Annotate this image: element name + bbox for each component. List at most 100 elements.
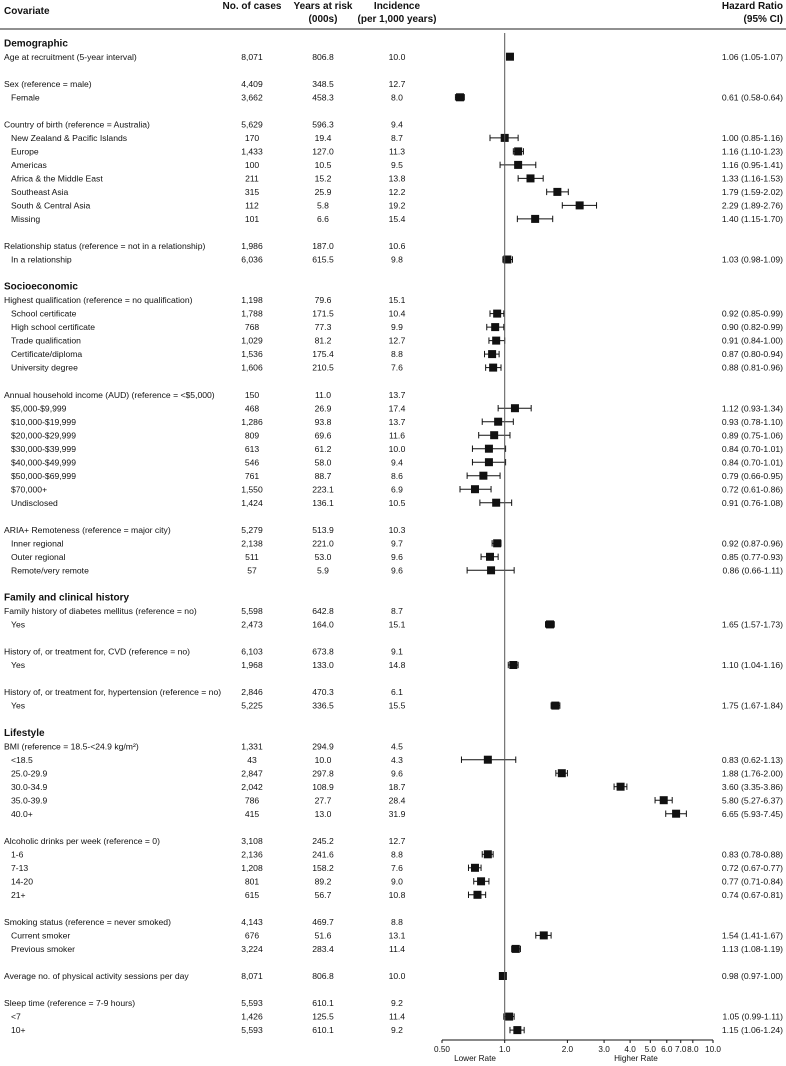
table-row: Inner regional 2,138 221.0 9.7 0.92 (0.87-0.… [11,538,783,548]
incidence-value: 9.8 [391,255,403,265]
table-rows: Demographic Age at recruitment (5-year in… [4,38,783,1035]
incidence-value: 9.0 [391,876,403,886]
incidence-value: 15.5 [389,701,406,711]
header-cases: No. of cases [223,1,282,12]
hr-point [498,972,507,980]
covariate-label: In a relationship [11,255,72,265]
years-value: 27.7 [315,795,332,805]
years-value: 58.0 [315,457,332,467]
hr-point [672,809,681,818]
cases-value: 415 [245,809,260,819]
incidence-value: 9.7 [391,538,403,548]
cases-value: 1,986 [241,241,263,251]
table-row: $20,000-$29,999 809 69.6 11.6 0.89 (0.75-1.0… [11,430,783,440]
cases-value: 5,593 [241,998,263,1008]
section-row: Demographic [4,38,68,49]
years-value: 56.7 [315,890,332,900]
years-value: 88.7 [315,471,332,481]
hr-value: 1.13 (1.08-1.19) [722,944,783,954]
incidence-value: 10.5 [389,498,406,508]
hr-value: 1.15 (1.06-1.24) [722,1025,783,1035]
hr-point [483,755,492,764]
hr-point [557,769,566,778]
incidence-value: 9.2 [391,998,403,1008]
covariate-label: Americas [11,160,47,170]
cases-value: 315 [245,187,260,197]
hr-value: 1.05 (0.99-1.11) [722,1012,783,1022]
years-value: 15.2 [315,174,332,184]
table-row: ARIA+ Remoteness (reference = major city… [4,525,406,535]
cases-value: 5,279 [241,525,263,535]
incidence-value: 8.7 [391,133,403,143]
incidence-value: 11.3 [389,147,405,157]
cases-value: 1,286 [241,417,263,427]
covariate-label: Yes [11,660,25,670]
hr-point [505,52,514,61]
cases-value: 511 [245,552,259,562]
x-axis-tick-label: 2.0 [562,1045,574,1054]
incidence-value: 8.7 [391,606,403,616]
table-row: Missing 101 6.6 15.4 1.40 (1.15-1.70) [11,214,783,224]
cases-value: 2,847 [241,768,263,778]
covariate-label: <7 [11,1012,21,1022]
cases-value: 8,071 [241,52,263,62]
x-axis-tick-label: 5.0 [645,1045,657,1054]
incidence-value: 18.7 [389,782,406,792]
years-value: 171.5 [312,309,334,319]
incidence-value: 11.4 [389,944,405,954]
cases-value: 112 [245,201,259,211]
covariate-label: South & Central Asia [11,201,91,211]
years-value: 79.6 [315,295,332,305]
incidence-value: 10.6 [389,241,406,251]
hr-point [493,539,502,548]
incidence-value: 10.0 [389,444,406,454]
cases-value: 1,536 [241,349,263,359]
x-axis-tick-label: 8.0 [687,1045,699,1054]
covariate-label: 30.0-34.9 [11,782,48,792]
incidence-value: 8.8 [391,349,403,359]
hr-value: 3.60 (3.35-3.86) [722,782,783,792]
cases-value: 5,225 [241,701,263,711]
incidence-value: 9.1 [391,647,403,657]
table-row: Remote/very remote 57 5.9 9.6 0.86 (0.66-1.1… [11,565,783,575]
table-row: 10+ 5,593 610.1 9.2 1.15 (1.06-1.24) [11,1025,783,1035]
incidence-value: 12.7 [389,836,406,846]
table-row: Previous smoker 3,224 283.4 11.4 1.13 (1.08-… [11,944,783,954]
table-row: Sleep time (reference = 7-9 hours) 5,593 6… [4,998,403,1008]
hr-point [509,661,518,669]
table-row: 25.0-29.9 2,847 297.8 9.6 1.88 (1.76-2.00) [11,768,783,778]
years-value: 458.3 [312,92,334,102]
covariate-label: Missing [11,214,40,224]
table-row: South & Central Asia 112 5.8 19.2 2.29 (1.89… [11,201,783,211]
cases-value: 5,593 [241,1025,263,1035]
incidence-value: 7.6 [391,363,403,373]
table-row: Relationship status (reference = not in … [4,241,406,251]
cases-value: 3,224 [241,944,263,954]
table-row: Outer regional 511 53.0 9.6 0.85 (0.77-0.93) [11,552,783,562]
table-row: Trade qualification 1,029 81.2 12.7 0.91 (0.… [11,336,783,346]
incidence-value: 13.7 [389,390,406,400]
hr-point [531,214,540,223]
years-value: 133.0 [312,660,334,670]
hr-point [546,620,555,629]
covariate-label: Sex (reference = male) [4,79,92,89]
hr-value: 0.91 (0.84-1.00) [722,336,783,346]
x-axis-tick-label: 7.0 [675,1045,687,1054]
hr-value: 0.72 (0.67-0.77) [722,863,783,873]
years-value: 223.1 [312,484,334,494]
hr-point [477,877,486,886]
table-row: Yes 1,968 133.0 14.8 1.10 (1.04-1.16) [11,660,783,670]
hr-value: 1.33 (1.16-1.53) [722,174,783,184]
years-value: 336.5 [312,701,334,711]
hr-value: 1.16 (1.10-1.23) [722,147,783,157]
incidence-value: 15.1 [389,295,406,305]
covariate-label: Remote/very remote [11,565,89,575]
covariate-label: History of, or treatment for, hypertensi… [4,687,221,697]
covariate-label: 21+ [11,890,26,900]
hr-point [473,890,482,899]
covariate-label: Undisclosed [11,498,58,508]
cases-value: 1,331 [241,741,263,751]
covariate-label: ARIA+ Remoteness (reference = major city… [4,525,171,535]
hr-point [514,160,523,169]
incidence-value: 9.5 [391,160,403,170]
